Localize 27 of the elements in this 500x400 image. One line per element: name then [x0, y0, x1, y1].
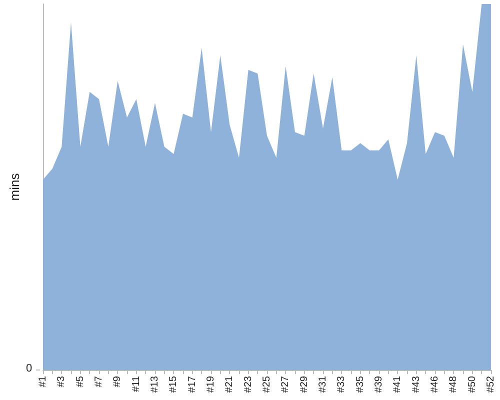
x-tick-label: #50: [466, 376, 478, 393]
x-tick-label: #17: [186, 376, 198, 393]
x-tick-label: #13: [150, 376, 160, 393]
x-tick-label: #31: [318, 376, 328, 393]
x-tick-label: #33: [336, 376, 348, 393]
x-tick-label: #27: [280, 376, 292, 393]
x-tick-label: #29: [298, 376, 310, 393]
x-tick-label: #25: [262, 376, 272, 393]
x-tick-label: #3: [56, 376, 68, 388]
x-tick-label: #1: [38, 376, 48, 388]
x-tick-label: #46: [430, 376, 440, 393]
x-tick-label: #11: [130, 376, 142, 392]
x-tick-label: #5: [74, 376, 86, 388]
x-tick-label: #35: [354, 376, 366, 393]
x-tick-label: #41: [392, 376, 404, 393]
x-tick-label: #9: [112, 376, 124, 388]
x-tick-label: #39: [374, 376, 384, 393]
x-tick-label: #7: [94, 376, 104, 388]
x-tick-label: #43: [410, 376, 422, 393]
x-tick-label: #52: [486, 376, 496, 393]
x-tick-label: #15: [168, 376, 180, 393]
x-tick-label: #19: [206, 376, 216, 393]
x-tick-label: #23: [242, 376, 254, 393]
text: 0: [26, 362, 32, 374]
y-axis-title: mins: [7, 172, 22, 201]
x-tick-label: #21: [224, 376, 236, 393]
x-tick-label: #48: [448, 376, 460, 393]
